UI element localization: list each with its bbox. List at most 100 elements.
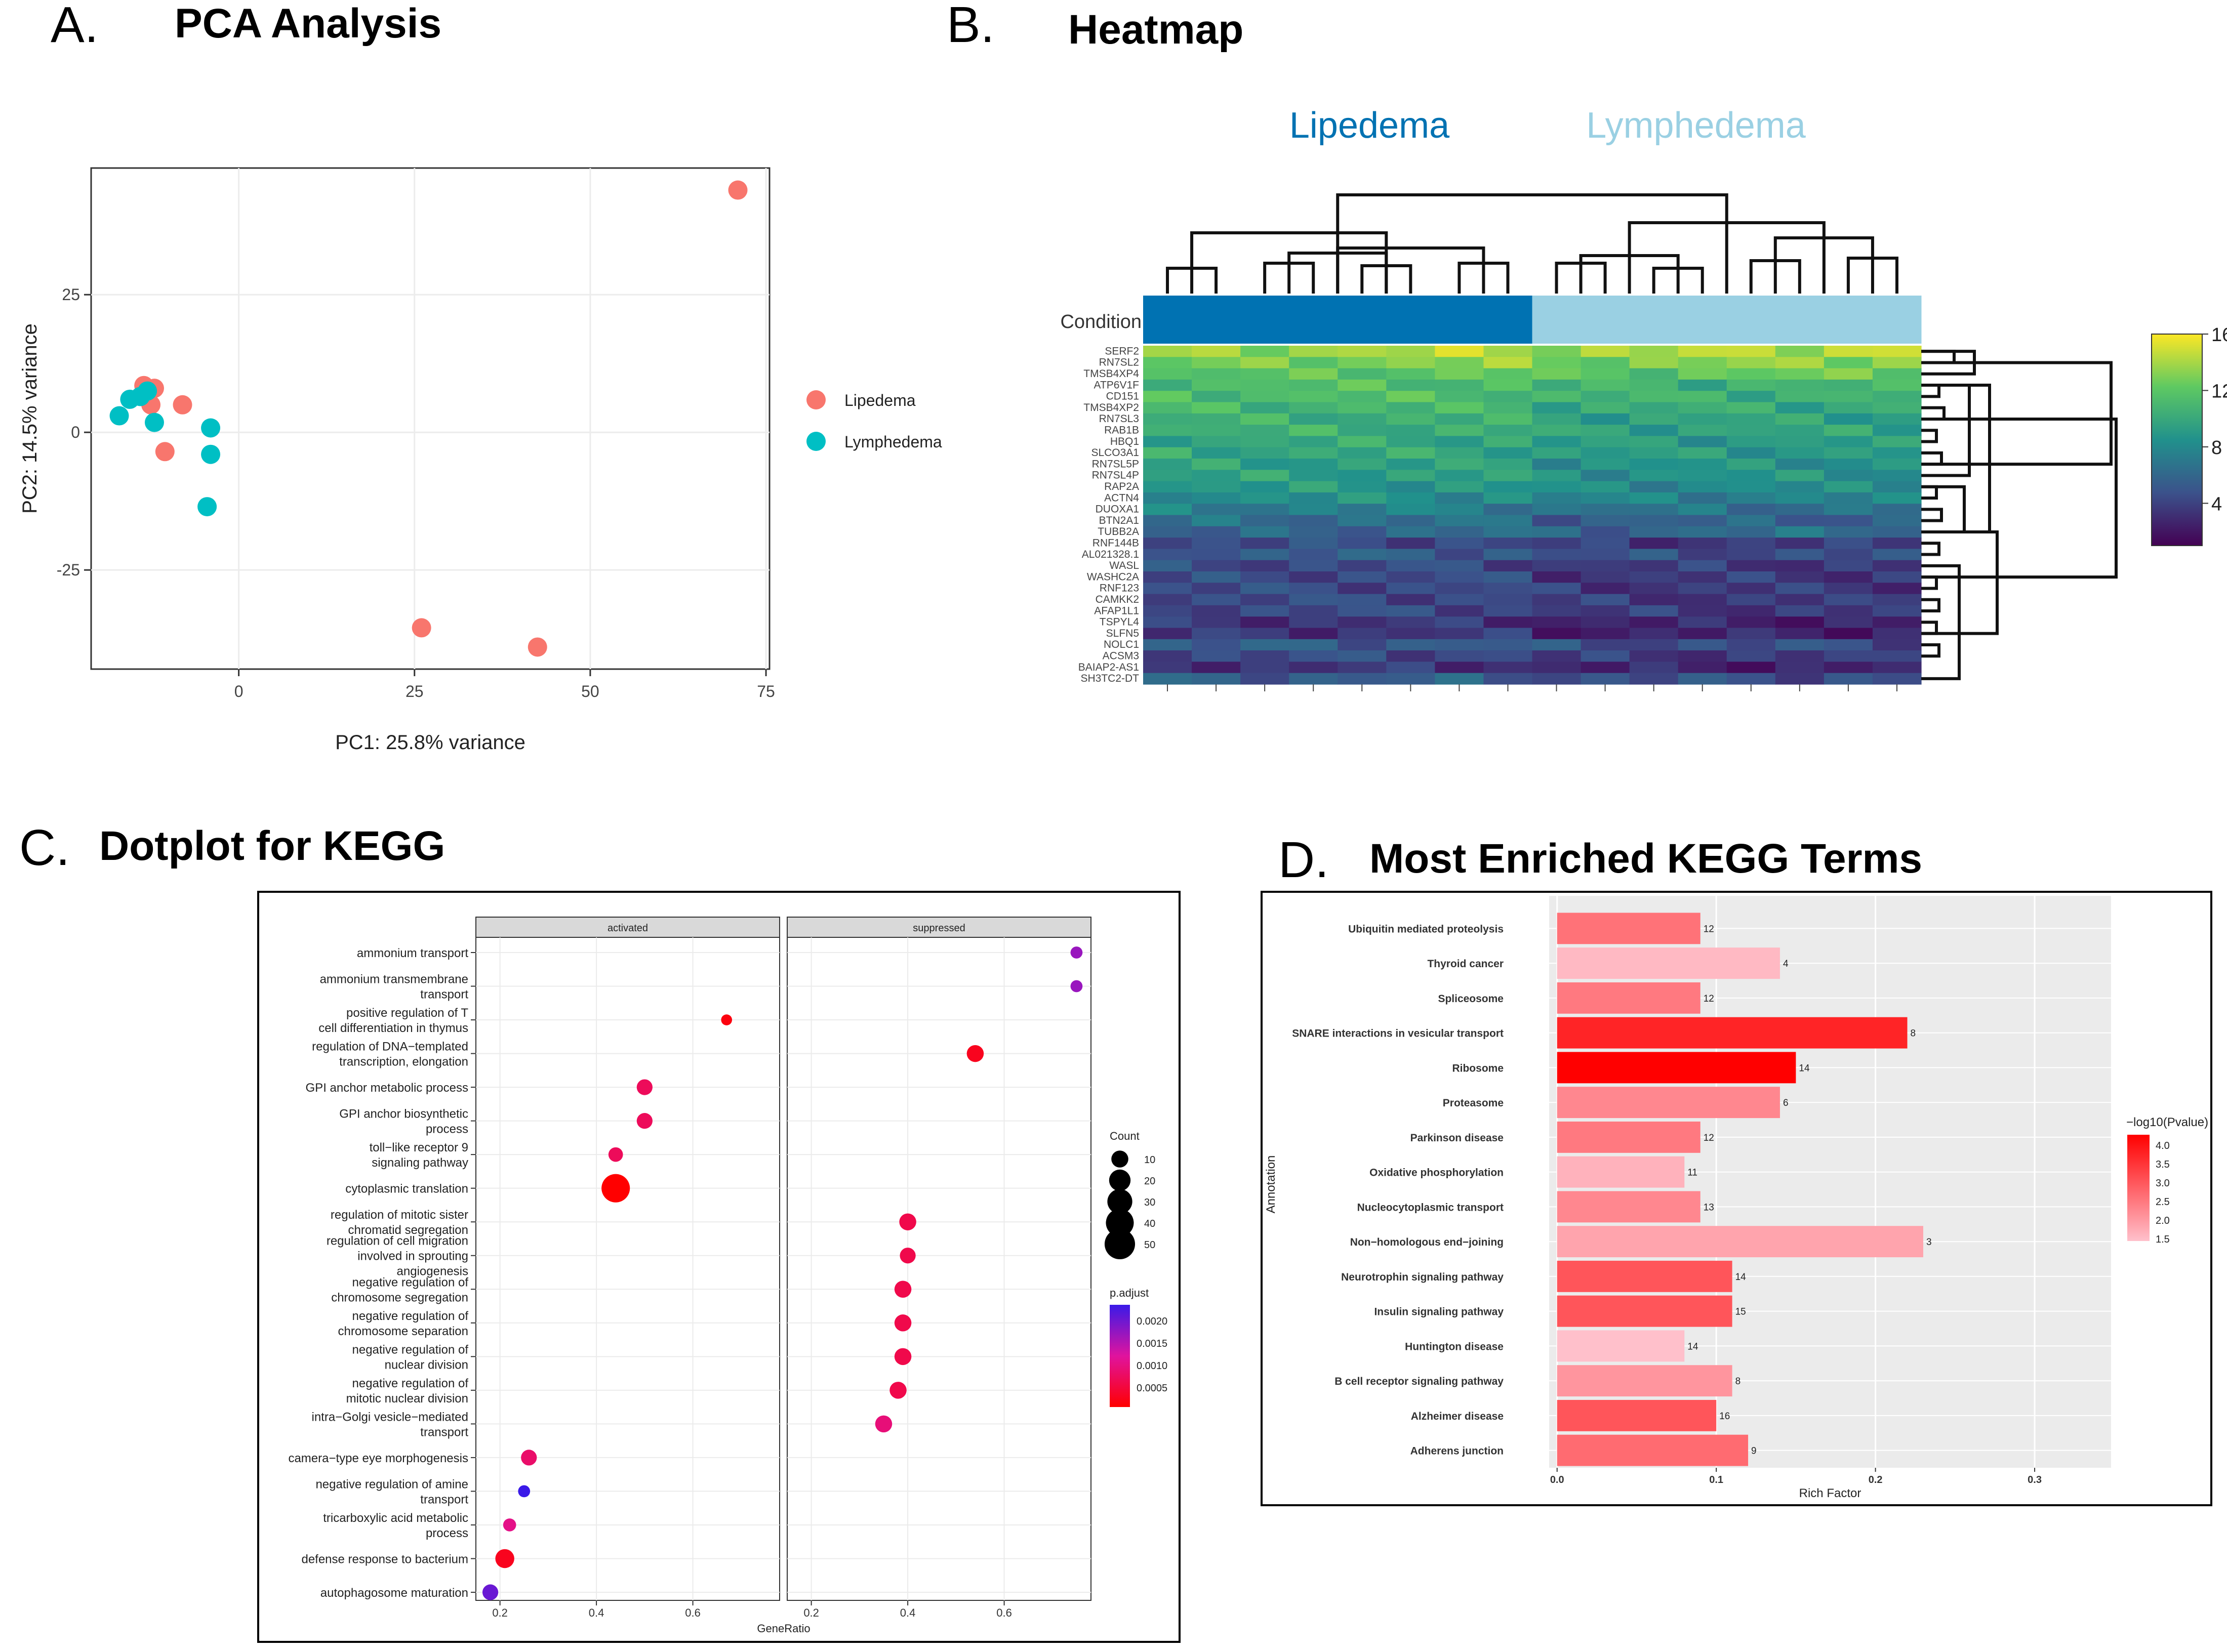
- gene-label: HBQ1: [1110, 436, 1139, 447]
- heatmap-cell: [1240, 413, 1289, 425]
- kegg-legend-tick-label: 3.0: [2156, 1178, 2170, 1189]
- heatmap-cell: [1824, 639, 1873, 651]
- heatmap-cell: [1386, 391, 1435, 403]
- kegg-category-label: B cell receptor signaling pathway: [1334, 1376, 1504, 1387]
- kegg-bar-count-label: 3: [1926, 1237, 1932, 1248]
- gene-label: CD151: [1106, 391, 1139, 402]
- heatmap-cell: [1143, 571, 1192, 583]
- heatmap-cell: [1629, 605, 1679, 617]
- dotplot-term-label: autophagosome maturation: [320, 1586, 468, 1600]
- heatmap-cell: [1872, 447, 1922, 459]
- heatmap-cell: [1872, 662, 1922, 674]
- heatmap-cell: [1678, 628, 1727, 640]
- kegg-category-label: SNARE interactions in vesicular transpor…: [1292, 1028, 1504, 1040]
- gene-label: SLCO3A1: [1091, 447, 1139, 459]
- pca-x-tick-label: 0: [234, 682, 244, 700]
- heatmap-cell: [1581, 413, 1630, 425]
- heatmap-cell: [1629, 357, 1679, 369]
- heatmap-cell: [1629, 504, 1679, 516]
- dotplot-term-label: toll−like receptor 9: [370, 1141, 468, 1154]
- pca-point-lymphedema: [201, 444, 221, 464]
- pca-point-lipedema: [728, 180, 748, 200]
- dendrogram-branch: [1921, 508, 1943, 522]
- dotplot-term-label: negative regulation of amine: [315, 1477, 468, 1491]
- heatmap-cell: [1289, 538, 1338, 549]
- heatmap-cell: [1775, 402, 1825, 414]
- heatmap-cell: [1726, 425, 1776, 436]
- heatmap-cell: [1386, 425, 1435, 436]
- heatmap-cell: [1483, 436, 1533, 448]
- heatmap-cell: [1824, 413, 1873, 425]
- kegg-bar-count-label: 8: [1911, 1028, 1916, 1039]
- heatmap-cell: [1581, 560, 1630, 572]
- heatmap-cell: [1192, 504, 1241, 516]
- heatmap-cell: [1192, 538, 1241, 549]
- heatmap-cell: [1483, 639, 1533, 651]
- heatmap-cell: [1483, 662, 1533, 674]
- heatmap-cell: [1726, 583, 1776, 595]
- gene-label: AL021328.1: [1082, 549, 1139, 560]
- kegg-category-label: Neurotrophin signaling pathway: [1341, 1271, 1504, 1283]
- heatmap-cell: [1289, 346, 1338, 357]
- heatmap-cell: [1192, 526, 1241, 538]
- kegg-legend-tick-label: 2.0: [2156, 1215, 2170, 1226]
- heatmap-cell: [1435, 583, 1484, 595]
- heatmap-cell: [1483, 481, 1533, 493]
- heatmap-cell: [1775, 447, 1825, 459]
- heatmap-cell: [1726, 436, 1776, 448]
- pca-y-axis-label: PC2: 14.5% variance: [19, 323, 41, 514]
- heatmap-cell: [1872, 673, 1922, 685]
- heatmap-cell: [1581, 436, 1630, 448]
- heatmap-cell: [1240, 538, 1289, 549]
- heatmap-cell: [1435, 673, 1484, 685]
- heatmap-cell: [1289, 357, 1338, 369]
- heatmap-cell: [1483, 402, 1533, 414]
- heatmap-cell: [1775, 425, 1825, 436]
- dotplot-term-label: intra−Golgi vesicle−mediated: [311, 1410, 468, 1424]
- dendrogram-branch: [1921, 598, 1940, 613]
- heatmap-cell: [1289, 526, 1338, 538]
- heatmap-cell: [1240, 402, 1289, 414]
- heatmap-cell: [1775, 436, 1825, 448]
- heatmap-cell: [1726, 368, 1776, 380]
- panel-a-letter: A.: [51, 0, 99, 53]
- heatmap-cell: [1629, 413, 1679, 425]
- gene-label: RN7SL2: [1099, 357, 1139, 368]
- heatmap-cell: [1775, 504, 1825, 516]
- gene-label: RN7SL4P: [1092, 470, 1139, 481]
- heatmap-cell: [1143, 492, 1192, 504]
- kegg-bar-count-label: 13: [1704, 1202, 1714, 1213]
- heatmap-cell: [1629, 616, 1679, 629]
- panel-a-title: PCA Analysis: [175, 1, 442, 47]
- kegg-bar: [1557, 1121, 1700, 1153]
- heatmap-cell: [1872, 605, 1922, 617]
- kegg-category-label: Oxidative phosphorylation: [1369, 1167, 1504, 1179]
- gene-label: RN7SL5P: [1092, 458, 1139, 470]
- pca-point-lipedema: [173, 395, 192, 415]
- heatmap-cell: [1872, 492, 1922, 504]
- heatmap-cell: [1386, 571, 1435, 583]
- heatmap-cell: [1435, 425, 1484, 436]
- heatmap-cell: [1629, 425, 1679, 436]
- heatmap-cell: [1386, 526, 1435, 538]
- heatmap-cell: [1240, 470, 1289, 482]
- facet-label-activated: activated: [608, 923, 648, 934]
- dendrogram-branch: [1336, 193, 1728, 294]
- heatmap-cell: [1872, 470, 1922, 482]
- dotplot-point: [636, 1079, 653, 1095]
- heatmap-cell: [1581, 425, 1630, 436]
- heatmap-cell: [1532, 650, 1582, 662]
- heatmap-cell: [1289, 481, 1338, 493]
- heatmap-cell: [1289, 628, 1338, 640]
- heatmap-cell: [1483, 391, 1533, 403]
- panel-c-letter: C.: [19, 819, 70, 876]
- heatmap-cell: [1824, 447, 1873, 459]
- heatmap-cell: [1872, 583, 1922, 595]
- kegg-frame: [1261, 891, 2212, 1506]
- heatmap-cell: [1338, 673, 1387, 685]
- heatmap-column-ticks: [1167, 684, 1897, 691]
- heatmap-cell: [1726, 571, 1776, 583]
- heatmap-cell: [1726, 413, 1776, 425]
- heatmap-cell: [1435, 616, 1484, 629]
- heatmap-cell: [1192, 357, 1241, 369]
